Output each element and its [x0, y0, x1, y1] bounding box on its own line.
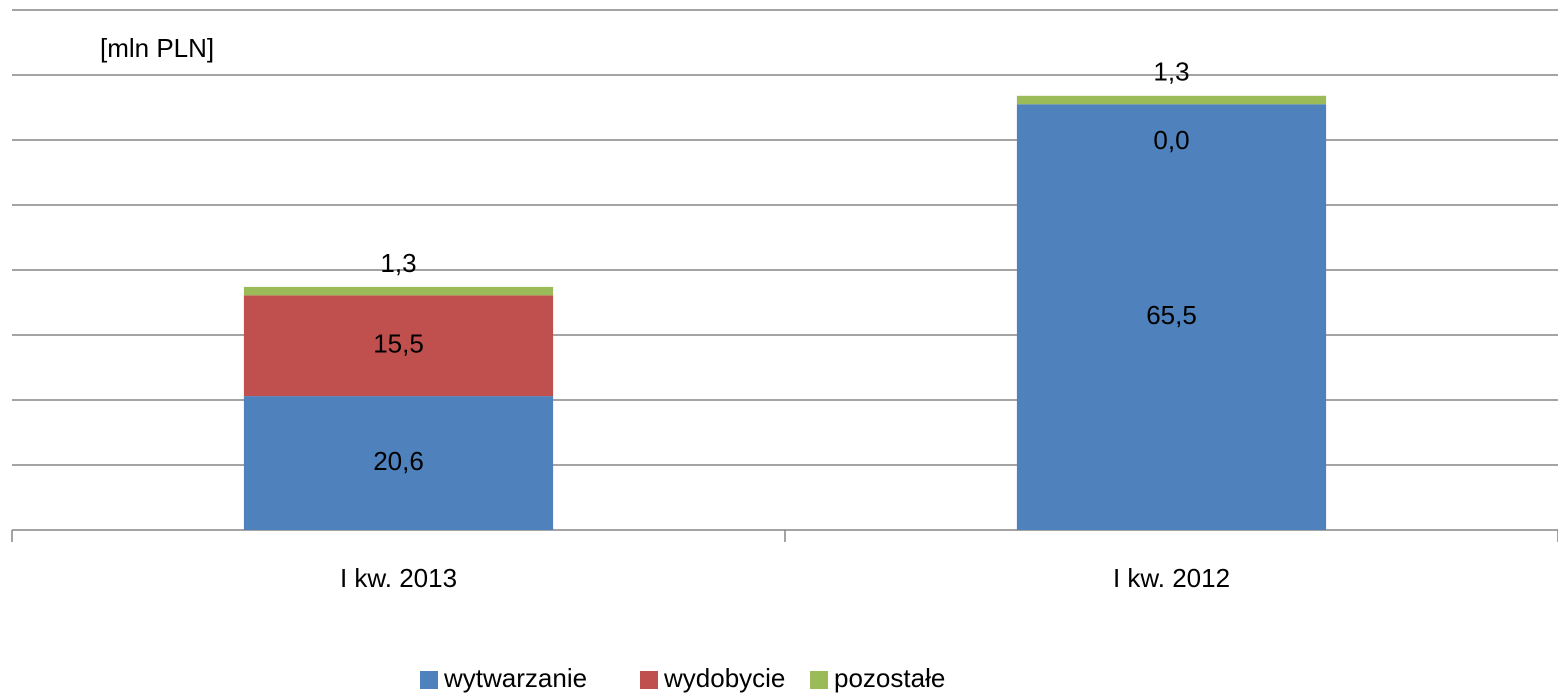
- legend-label: wytwarzanie: [443, 663, 587, 693]
- x-tick-label: I kw. 2012: [1113, 563, 1230, 593]
- bar-segment: [1016, 95, 1327, 105]
- data-label: 1,3: [1153, 57, 1189, 87]
- bar-segment: [243, 286, 554, 296]
- data-label: 1,3: [380, 248, 416, 278]
- data-label: 65,5: [1146, 300, 1197, 330]
- legend-swatch: [420, 671, 438, 689]
- legend-swatch: [640, 671, 658, 689]
- data-label: 0,0: [1153, 125, 1189, 155]
- y-axis-label: [mln PLN]: [100, 33, 214, 63]
- data-label: 20,6: [373, 446, 424, 476]
- x-tick-label: I kw. 2013: [340, 563, 457, 593]
- legend-label: wydobycie: [663, 663, 785, 693]
- bar-segment: [1016, 104, 1327, 530]
- legend-swatch: [810, 671, 828, 689]
- legend-label: pozostałe: [834, 663, 945, 693]
- bar-segment: [243, 295, 554, 397]
- data-label: 15,5: [373, 329, 424, 359]
- bar-segment: [243, 396, 554, 530]
